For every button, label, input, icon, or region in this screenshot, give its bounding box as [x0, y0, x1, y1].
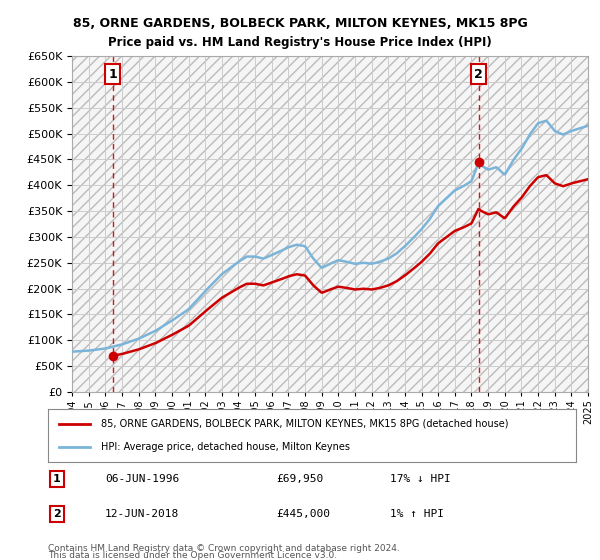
Text: 2: 2 — [475, 68, 483, 81]
Text: Price paid vs. HM Land Registry's House Price Index (HPI): Price paid vs. HM Land Registry's House … — [108, 36, 492, 49]
Text: 85, ORNE GARDENS, BOLBECK PARK, MILTON KEYNES, MK15 8PG (detached house): 85, ORNE GARDENS, BOLBECK PARK, MILTON K… — [101, 419, 508, 429]
Text: Contains HM Land Registry data © Crown copyright and database right 2024.: Contains HM Land Registry data © Crown c… — [48, 544, 400, 553]
Text: 06-JUN-1996: 06-JUN-1996 — [105, 474, 179, 484]
Text: £69,950: £69,950 — [276, 474, 323, 484]
Text: 2: 2 — [53, 509, 61, 519]
Text: HPI: Average price, detached house, Milton Keynes: HPI: Average price, detached house, Milt… — [101, 442, 350, 452]
Text: 85, ORNE GARDENS, BOLBECK PARK, MILTON KEYNES, MK15 8PG: 85, ORNE GARDENS, BOLBECK PARK, MILTON K… — [73, 17, 527, 30]
Text: 17% ↓ HPI: 17% ↓ HPI — [390, 474, 451, 484]
Text: 1% ↑ HPI: 1% ↑ HPI — [390, 509, 444, 519]
Text: 1: 1 — [108, 68, 117, 81]
Text: £445,000: £445,000 — [276, 509, 330, 519]
Text: 1: 1 — [53, 474, 61, 484]
Text: This data is licensed under the Open Government Licence v3.0.: This data is licensed under the Open Gov… — [48, 551, 337, 560]
Text: 12-JUN-2018: 12-JUN-2018 — [105, 509, 179, 519]
